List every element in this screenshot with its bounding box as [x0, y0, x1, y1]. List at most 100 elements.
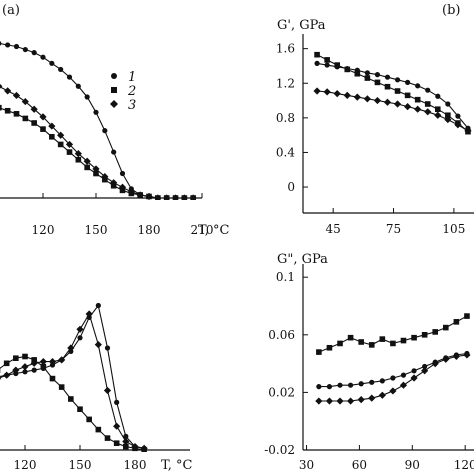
y-tick-label: 0 [287, 180, 295, 194]
x-tick-label: 150 [69, 458, 92, 472]
data-point-series-3 [39, 358, 47, 366]
data-point-series-2 [324, 57, 330, 63]
data-point-series-1 [394, 77, 401, 83]
data-point-series-2 [421, 332, 428, 338]
data-point-series-3 [163, 194, 171, 200]
data-point-series-1 [326, 384, 333, 390]
data-point-series-1 [358, 381, 364, 387]
data-point-series-2 [3, 360, 10, 367]
data-point-series-2 [354, 70, 361, 77]
series-line-3 [0, 312, 145, 449]
data-point-series-3 [363, 95, 371, 103]
data-point-series-3 [92, 165, 100, 173]
data-point-series-3 [399, 381, 408, 389]
data-point-series-1 [40, 54, 46, 60]
data-point-series-1 [66, 74, 73, 80]
data-point-series-1 [123, 433, 129, 439]
x-tick-label: 105 [442, 222, 465, 236]
data-point-series-2 [49, 375, 56, 382]
data-point-series-1 [5, 42, 11, 48]
legend-marker-3 [110, 100, 118, 108]
y-tick-label: 0.02 [268, 385, 295, 399]
data-point-series-3 [410, 374, 418, 382]
data-point-series-3 [378, 391, 386, 399]
data-point-series-3 [83, 157, 91, 165]
data-point-series-3 [140, 444, 148, 452]
legend: 1 2 3 [110, 70, 136, 113]
data-point-series-2 [68, 396, 74, 402]
data-point-series-3 [48, 122, 56, 130]
data-point-series-3 [373, 96, 382, 105]
data-point-series-2 [464, 313, 470, 319]
x-tick-label: 30 [299, 458, 314, 472]
data-point-series-1 [369, 379, 375, 385]
data-point-series-3 [30, 105, 38, 113]
data-point-series-3 [383, 98, 392, 106]
data-point-series-2 [442, 324, 449, 331]
data-point-series-2 [404, 92, 411, 99]
data-point-series-2 [13, 355, 19, 361]
x-tick-label: 120 [454, 458, 474, 472]
data-point-series-3 [452, 352, 460, 360]
data-point-series-2 [40, 363, 47, 370]
data-point-series-3 [434, 111, 442, 119]
data-point-series-2 [57, 141, 64, 148]
y-tick-label: 0.8 [276, 111, 295, 125]
data-point-series-1 [316, 384, 322, 390]
data-point-series-2 [334, 62, 340, 68]
data-point-series-1 [445, 101, 451, 107]
series-line-3 [317, 90, 469, 132]
series-line-3 [0, 86, 194, 199]
chart-bottom-left: 120 150 180 T, °C [0, 302, 193, 473]
data-point-series-3 [333, 90, 341, 98]
legend-marker-1 [111, 73, 117, 79]
data-point-series-3 [21, 363, 29, 371]
data-point-series-3 [368, 394, 376, 402]
data-point-series-3 [313, 87, 321, 95]
data-point-series-1 [77, 335, 83, 341]
x-tick-label: 120 [14, 458, 37, 472]
data-point-series-2 [368, 342, 375, 348]
x-tick-label: 120 [32, 223, 55, 237]
data-point-series-3 [110, 179, 118, 187]
data-point-series-2 [40, 126, 46, 132]
data-point-series-2 [384, 83, 391, 90]
x-tick-label: 90 [405, 458, 420, 472]
data-point-series-3 [346, 397, 355, 405]
data-point-series-3 [421, 367, 429, 375]
data-point-series-2 [77, 406, 83, 412]
data-point-series-3 [74, 150, 82, 158]
data-point-series-1 [111, 149, 117, 155]
data-point-series-3 [21, 97, 29, 106]
data-point-series-3 [57, 131, 65, 139]
plot-area [0, 41, 197, 200]
data-point-series-1 [364, 70, 370, 76]
panel-label-b: (b) [442, 3, 460, 18]
legend-label-1: 1 [128, 70, 136, 85]
series-line-2 [316, 54, 469, 133]
data-point-series-1 [102, 128, 108, 134]
data-point-series-2 [411, 334, 417, 341]
data-point-series-3 [145, 192, 153, 200]
data-point-series-3 [4, 87, 12, 95]
data-point-series-1 [347, 382, 354, 388]
data-point-series-3 [127, 188, 135, 196]
data-point-series-3 [136, 191, 144, 199]
data-point-series-1 [405, 79, 411, 85]
data-point-series-3 [357, 396, 365, 404]
data-point-series-1 [58, 66, 64, 73]
data-point-series-3 [48, 358, 57, 366]
data-point-series-2 [379, 336, 386, 342]
data-point-series-3 [101, 172, 109, 181]
data-point-series-2 [347, 334, 354, 341]
data-point-series-3 [389, 387, 397, 395]
data-point-series-3 [424, 108, 432, 116]
data-point-series-1 [314, 60, 320, 66]
data-point-series-3 [67, 344, 75, 352]
data-point-series-2 [22, 353, 28, 360]
data-point-series-3 [0, 83, 3, 89]
series-line-2 [318, 315, 468, 353]
data-point-series-1 [31, 367, 37, 373]
